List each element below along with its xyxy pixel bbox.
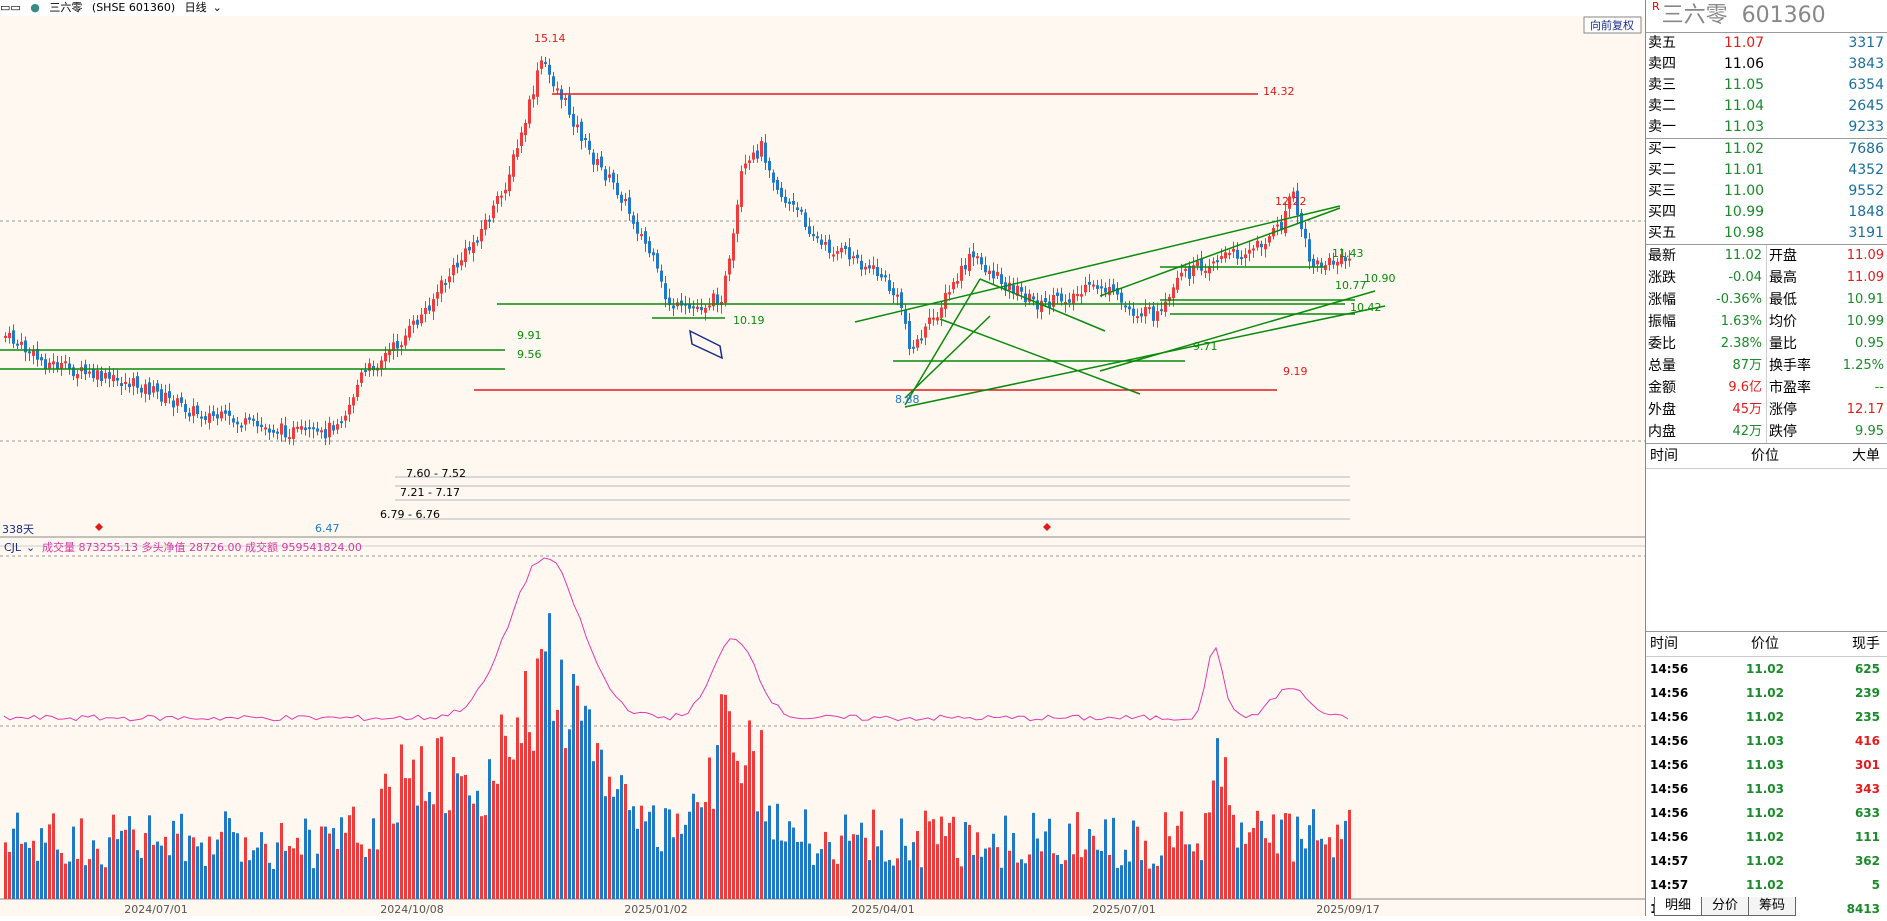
label-g7: 9.71: [1193, 340, 1218, 353]
trades-header: 时间 价位 现手: [1646, 632, 1887, 657]
quote-stats: 最新 11.02 开盘 11.09 涨跌 -0.04 最高 11.09 涨幅 -0.36% 最低…: [1646, 245, 1887, 444]
trade-row: 14:56 11.03 343: [1650, 782, 1881, 796]
trade-row: 14:56 11.02 239: [1650, 686, 1881, 700]
diamond-marker-icon: [1043, 523, 1051, 531]
kline-chart[interactable]: 向前复权 15.14 14.32 12.22 11.43 10.90 10.77…: [0, 16, 1645, 916]
ask-row: 卖五 11.07 3317: [1648, 35, 1884, 51]
label-low: 6.47: [315, 522, 340, 535]
bid-row: 买五 10.98 3191: [1648, 225, 1884, 241]
chevron-down-icon: ⌄: [212, 1, 222, 14]
ask-row: 卖三 11.05 6354: [1648, 77, 1884, 93]
date-label: 2025/09/17: [1316, 903, 1379, 916]
stock-code: (SHSE 601360): [91, 1, 176, 14]
range-label-3: 6.79 - 6.76: [380, 508, 440, 521]
date-label: 2025/07/01: [1092, 903, 1155, 916]
ask-book: 卖五 11.07 3317 卖四 11.06 3843 卖三 11.05 6354 卖二 11…: [1646, 33, 1887, 139]
restore-button[interactable]: [1583, 16, 1642, 34]
stock-name: 三六零: [49, 1, 83, 14]
ask-row: 卖四 11.06 3843: [1648, 56, 1884, 72]
period-select[interactable]: 日线 ⌄: [184, 1, 222, 14]
trend-lines: [0, 93, 1386, 520]
label-r2: 12.22: [1275, 195, 1307, 208]
bid-row: 买四 10.99 1848: [1648, 204, 1884, 220]
bid-row: 买二 11.01 4352: [1648, 162, 1884, 178]
bigorder-list: [1646, 469, 1887, 632]
diamond-marker-icon: [95, 523, 103, 531]
label-g5: 10.19: [733, 314, 765, 327]
trades-list: 14:56 11.02 625 14:56 11.02 239 14:56 11.02 235 1…: [1646, 657, 1887, 921]
date-label: 2025/01/02: [624, 903, 687, 916]
bid-book: 买一 11.02 7686 买二 11.01 4352 买三 11.00 9552 买四 10…: [1646, 139, 1887, 245]
tab-detail[interactable]: 明细: [1654, 897, 1703, 916]
trade-row: 14:56 11.02 235: [1650, 710, 1881, 724]
trade-row: 14:56 11.02 633: [1650, 806, 1881, 820]
volume-bars: [3, 557, 1351, 899]
label-g2: 10.90: [1364, 272, 1396, 285]
label-r1: 14.32: [1263, 85, 1295, 98]
indicator-chevron-icon[interactable]: ⌄: [26, 541, 35, 554]
indicator-name[interactable]: CJL: [4, 541, 22, 554]
panel-tabs: 明细 分价 筹码: [1654, 897, 1797, 916]
trade-row: 14:56 11.02 625: [1650, 662, 1881, 676]
ask-row: 卖一 11.03 9233: [1648, 119, 1884, 135]
indicator-values: 成交量 873255.13 多头净值 28726.00 成交额 95954182…: [42, 540, 362, 554]
label-low2: 8.88: [895, 393, 920, 406]
label-r3: 9.19: [1283, 365, 1308, 378]
restore-button-label[interactable]: 向前复权: [1590, 18, 1634, 32]
quote-name: 三六零: [1661, 3, 1728, 28]
trade-row: 14:56 11.02 111: [1650, 830, 1881, 844]
label-high: 15.14: [534, 32, 566, 45]
range-label-1: 7.60 - 7.52: [406, 467, 466, 480]
bigorder-header: 时间 价位 大单: [1646, 444, 1887, 469]
tab-chips[interactable]: 筹码: [1748, 897, 1797, 916]
bid-row: 买三 11.00 9552: [1648, 183, 1884, 199]
bid-row: 买一 11.02 7686: [1648, 141, 1884, 157]
date-label: 2024/07/01: [124, 903, 187, 916]
label-g3: 10.77: [1335, 279, 1367, 292]
range-label-2: 7.21 - 7.17: [400, 486, 460, 499]
quote-panel: R三六零 601360 卖五 11.07 3317 卖四 11.06 3843 卖三 11…: [1645, 0, 1887, 916]
toggle-icon[interactable]: ▭▭: [0, 1, 21, 14]
date-label: 2025/04/01: [851, 903, 914, 916]
tab-price[interactable]: 分价: [1701, 897, 1750, 916]
candlestick-series: [4, 56, 1351, 446]
quote-title: R三六零 601360: [1646, 0, 1887, 33]
label-g1: 11.43: [1332, 247, 1364, 260]
date-label: 2024/10/08: [380, 903, 443, 916]
quote-code: 601360: [1741, 3, 1826, 28]
ask-row: 卖二 11.04 2645: [1648, 98, 1884, 114]
trade-row: 14:56 11.03 301: [1650, 758, 1881, 772]
trade-row: 14:57 11.02 5: [1650, 878, 1881, 892]
label-g4: 10.42: [1350, 301, 1382, 314]
dot-icon: ●: [30, 1, 40, 14]
trade-row: 14:56 11.03 416: [1650, 734, 1881, 748]
label-g8: 9.56: [517, 348, 542, 361]
day-count: 338天: [2, 523, 34, 536]
r-flag: R: [1652, 0, 1660, 13]
label-g6: 9.91: [517, 329, 542, 342]
trade-row: 14:57 11.02 362: [1650, 854, 1881, 868]
chart-title-bar: ▭▭ ● 三六零 (SHSE 601360) 日线 ⌄: [0, 0, 1645, 17]
